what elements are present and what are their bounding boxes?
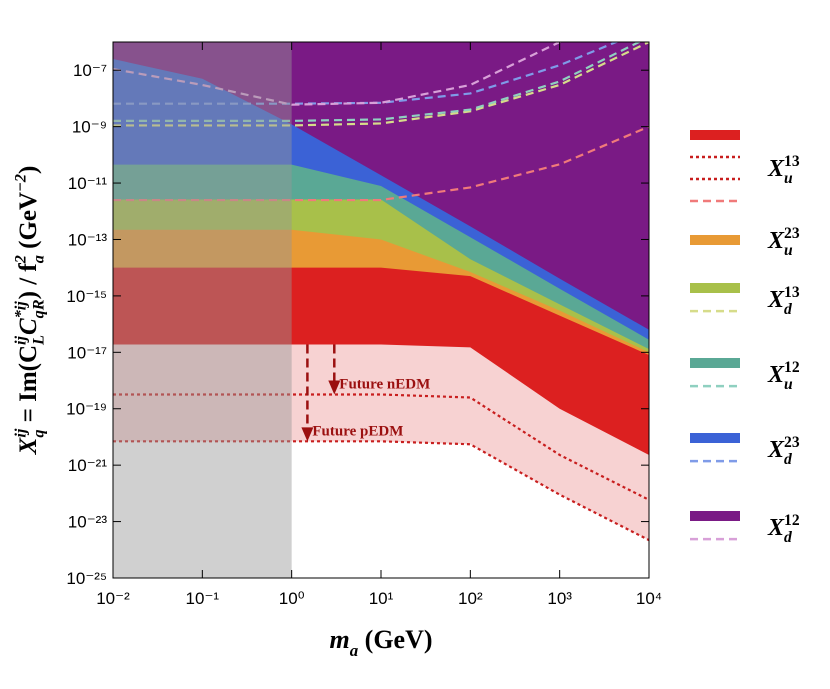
legend-text-part: X <box>767 362 785 388</box>
y-tick-label: 10⁻¹⁵ <box>66 287 107 306</box>
legend-text-part: u <box>784 376 793 393</box>
y-label-part: q <box>30 430 48 438</box>
x-tick-label: 10⁻¹ <box>186 589 220 608</box>
legend-swatch <box>690 358 740 368</box>
legend-swatch <box>690 511 740 521</box>
x-tick-label: 10⁰ <box>279 589 305 608</box>
legend-text-part: 23 <box>784 434 800 451</box>
legend-text-part: d <box>784 529 792 546</box>
y-tick-label: 10⁻⁷ <box>73 61 107 80</box>
x-tick-label: 10³ <box>547 589 572 608</box>
legend-text-part: X <box>767 228 785 254</box>
legend-text-part: 12 <box>784 512 800 529</box>
y-tick-label: 10⁻¹⁹ <box>66 400 107 419</box>
legend-text-part: 23 <box>784 225 800 242</box>
y-tick-label: 10⁻¹¹ <box>68 174 108 193</box>
y-label-part: = Im(C <box>15 345 42 429</box>
y-label-part: qR <box>30 299 48 318</box>
y-label-part: ij <box>12 335 30 345</box>
x-label-part: a <box>350 641 359 660</box>
y-tick-label: 10⁻²⁵ <box>66 569 107 588</box>
annotation-label: Future pEDM <box>312 423 403 439</box>
legend-text-part: X <box>767 156 785 182</box>
y-label-part: L <box>30 335 48 346</box>
y-tick-label: 10⁻¹³ <box>68 230 108 249</box>
annotation-arrowhead <box>328 380 341 395</box>
exclusion-region <box>113 42 649 330</box>
x-tick-label: 10⁴ <box>636 589 662 608</box>
legend-swatch <box>690 433 740 443</box>
x-label-part: m <box>329 625 349 654</box>
y-label-part: ) / f <box>15 263 42 300</box>
legend-text-part: u <box>784 170 793 187</box>
plot-area <box>113 42 649 578</box>
legend-swatch <box>690 283 740 293</box>
y-label-part: a <box>30 255 48 263</box>
y-label-part: 2 <box>12 255 30 264</box>
legend-text-part: X <box>767 437 785 463</box>
legend-swatch <box>690 235 740 245</box>
legend-text-part: 12 <box>784 359 800 376</box>
y-label-part: (GeV <box>15 192 42 255</box>
y-tick-label: 10⁻²³ <box>68 513 108 532</box>
annotation-arrowhead <box>301 427 314 442</box>
x-tick-label: 10¹ <box>369 589 394 608</box>
projection-line <box>113 393 649 501</box>
y-label-part: C <box>15 318 42 335</box>
y-label-part: ) <box>15 166 42 174</box>
annotation-label: Future nEDM <box>339 376 430 392</box>
shaded-region <box>113 42 292 578</box>
legend-text-part: X <box>767 287 785 313</box>
x-tick-label: 10⁻² <box>96 589 130 608</box>
y-label-part: −2 <box>12 174 30 192</box>
legend-swatch <box>690 130 740 140</box>
y-label-part: X <box>15 436 42 455</box>
legend-text-part: X <box>767 515 785 541</box>
y-tick-label: 10⁻¹⁷ <box>67 343 107 362</box>
legend-text-part: 13 <box>784 284 800 301</box>
x-tick-label: 10² <box>458 589 483 608</box>
legend-text-part: 13 <box>784 153 800 170</box>
y-tick-label: 10⁻²¹ <box>68 456 108 475</box>
legend-text-part: u <box>784 242 793 259</box>
legend-text-part: d <box>784 451 792 468</box>
y-tick-label: 10⁻⁹ <box>72 118 107 137</box>
legend-text-part: d <box>784 301 792 318</box>
y-label-part: ij <box>12 428 30 438</box>
x-label-part: (GeV) <box>358 625 432 654</box>
projection-line <box>113 125 649 202</box>
y-label-part: *ij <box>12 301 30 319</box>
